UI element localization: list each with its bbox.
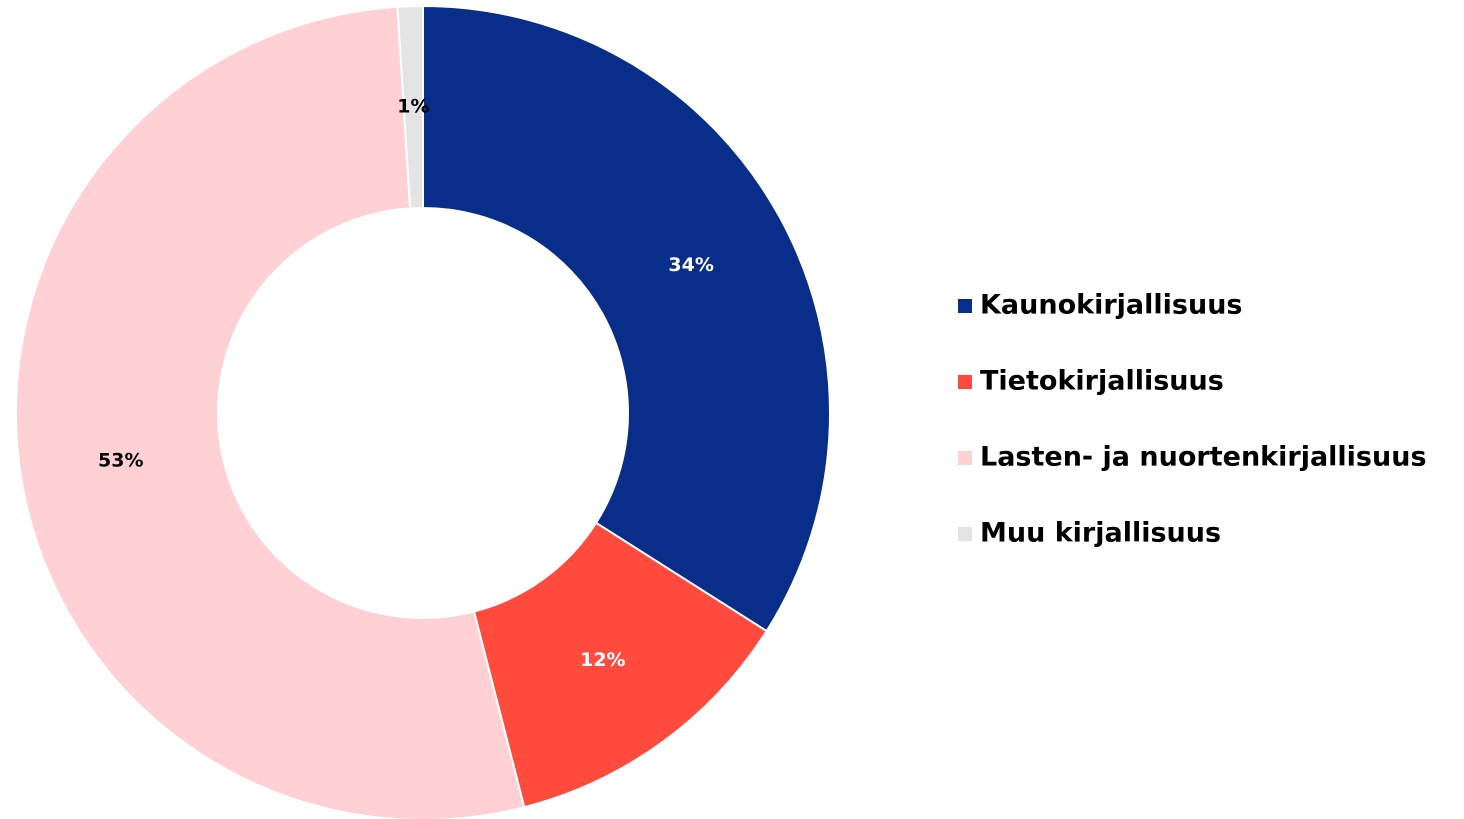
slice-label: 12% <box>580 649 625 671</box>
donut-slice <box>422 4 831 633</box>
legend-swatch <box>958 451 972 465</box>
slice-label: 34% <box>668 254 713 276</box>
legend-swatch <box>958 375 972 389</box>
legend-text: Kaunokirjallisuus <box>980 290 1243 321</box>
legend-swatch <box>958 527 972 541</box>
donut-slice <box>396 4 424 210</box>
slice-label: 1% <box>397 96 429 118</box>
legend-text: Muu kirjallisuus <box>980 518 1221 549</box>
donut-slice <box>15 5 526 819</box>
donut-slice <box>472 521 769 809</box>
slice-label: 53% <box>98 449 143 471</box>
legend-text: Lasten- ja nuortenkirjallisuus <box>980 442 1427 473</box>
legend-swatch <box>958 299 972 313</box>
legend-text: Tietokirjallisuus <box>980 366 1224 397</box>
